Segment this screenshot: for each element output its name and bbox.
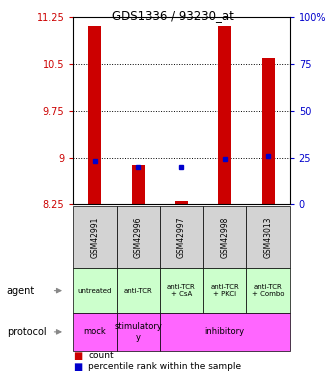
Text: ■: ■	[73, 362, 83, 372]
Text: anti-TCR
+ CsA: anti-TCR + CsA	[167, 284, 196, 297]
Text: stimulatory
y: stimulatory y	[114, 322, 162, 342]
Text: inhibitory: inhibitory	[205, 327, 245, 336]
Text: GDS1336 / 93230_at: GDS1336 / 93230_at	[112, 9, 234, 22]
Bar	[89, 26, 101, 204]
Bar	[262, 57, 275, 204]
Text: mock: mock	[84, 327, 106, 336]
Bar	[132, 165, 145, 204]
Text: anti-TCR
+ Combo: anti-TCR + Combo	[252, 284, 284, 297]
Text: anti-TCR: anti-TCR	[124, 288, 153, 294]
Bar	[218, 26, 231, 204]
Bar	[175, 201, 188, 204]
Text: GSM43013: GSM43013	[263, 216, 273, 258]
Text: agent: agent	[7, 286, 35, 296]
Text: count: count	[88, 351, 114, 360]
Text: GSM42998: GSM42998	[220, 216, 229, 258]
Text: anti-TCR
+ PKCi: anti-TCR + PKCi	[210, 284, 239, 297]
Text: GSM42997: GSM42997	[177, 216, 186, 258]
Text: ■: ■	[73, 351, 83, 360]
Text: GSM42996: GSM42996	[134, 216, 143, 258]
Text: untreated: untreated	[78, 288, 112, 294]
Text: percentile rank within the sample: percentile rank within the sample	[88, 362, 241, 371]
Text: protocol: protocol	[7, 327, 46, 337]
Text: GSM42991: GSM42991	[90, 216, 100, 258]
